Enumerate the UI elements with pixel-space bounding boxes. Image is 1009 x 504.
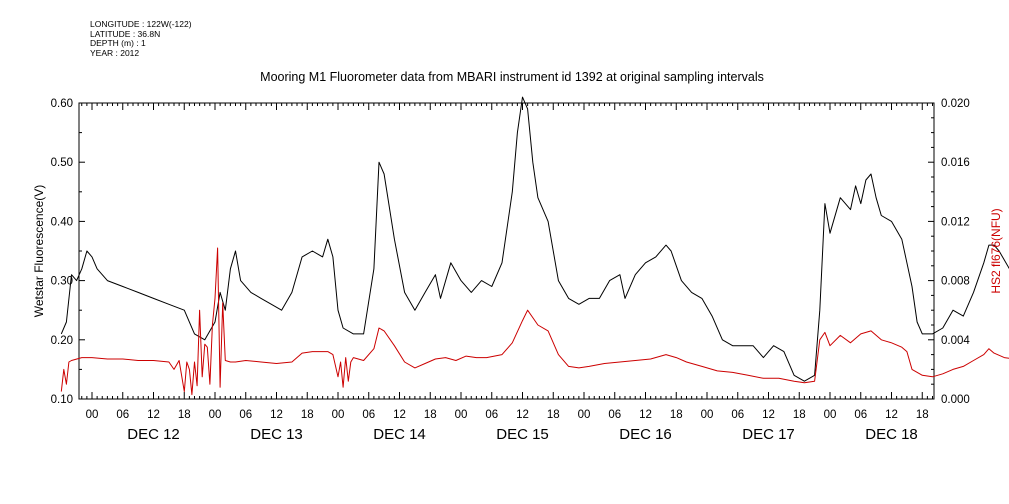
- hour-tick-label: 18: [670, 409, 683, 421]
- hour-tick-label: 06: [116, 409, 129, 421]
- left-tick-label: 0.30: [51, 276, 73, 288]
- right-tick-label: 0.004: [941, 335, 970, 347]
- day-label: DEC 15: [496, 426, 549, 443]
- hour-tick-label: 12: [270, 409, 283, 421]
- left-axis: 0.10 0.20 0.30 0.40 0.50 0.60: [51, 98, 85, 406]
- day-label: DEC 17: [742, 426, 795, 443]
- hour-tick-label: 18: [916, 409, 929, 421]
- hour-tick-label: 12: [516, 409, 529, 421]
- metadata-year: YEAR : 2012: [90, 47, 140, 58]
- plot-frame: [78, 102, 935, 400]
- hour-tick-label: 12: [393, 409, 406, 421]
- metadata-block: LONGITUDE : 122W(-122) LATITUDE : 36.8N …: [90, 19, 192, 58]
- y-axis-label-right: HS2 fl676(NFU): [989, 208, 1003, 293]
- metadata-latitude: LATITUDE : 36.8N: [90, 28, 161, 39]
- hour-tick-label: 18: [301, 409, 314, 421]
- hour-tick-label: 06: [731, 409, 744, 421]
- hour-tick-label: 00: [824, 409, 837, 421]
- metadata-depth: DEPTH (m) : 1: [90, 38, 146, 48]
- hour-tick-label: 18: [547, 409, 560, 421]
- right-tick-label: 0.000: [941, 394, 970, 406]
- plot-border: [78, 102, 935, 400]
- hour-tick-label: 06: [854, 409, 867, 421]
- chart-title: Mooring M1 Fluorometer data from MBARI i…: [260, 70, 764, 84]
- series-line-wetstar: [60, 96, 1009, 382]
- hour-tick-label: 06: [608, 409, 621, 421]
- left-tick-label: 0.60: [51, 98, 73, 110]
- right-axis: 0.000 0.004 0.008 0.012 0.016 0.020: [928, 98, 970, 406]
- hour-tick-label: 00: [701, 409, 714, 421]
- hour-tick-label: 06: [362, 409, 375, 421]
- hour-tick-label: 00: [209, 409, 222, 421]
- right-tick-label: 0.020: [941, 98, 970, 110]
- day-label: DEC 18: [865, 426, 918, 443]
- hour-tick-label: 06: [239, 409, 252, 421]
- hour-tick-label: 12: [762, 409, 775, 421]
- series-layer: [60, 96, 1009, 396]
- right-tick-label: 0.012: [941, 216, 970, 228]
- day-label: DEC 16: [619, 426, 672, 443]
- hour-tick-label: 06: [485, 409, 498, 421]
- metadata-longitude: LONGITUDE : 122W(-122): [90, 19, 192, 29]
- hour-tick-label: 00: [332, 409, 345, 421]
- left-tick-label: 0.50: [51, 157, 73, 169]
- hour-tick-label: 00: [86, 409, 99, 421]
- left-tick-label: 0.40: [51, 216, 73, 228]
- hour-tick-label: 18: [793, 409, 806, 421]
- y-axis-label-left: Wetstar Fluorescence(V): [32, 185, 46, 318]
- left-tick-label: 0.10: [51, 394, 73, 406]
- left-tick-label: 0.20: [51, 335, 73, 347]
- day-label: DEC 13: [250, 426, 303, 443]
- hour-tick-label: 18: [424, 409, 437, 421]
- day-label: DEC 14: [373, 426, 426, 443]
- right-tick-label: 0.008: [941, 276, 970, 288]
- x-axis: 00 06 12 18 00 06 12 18 00 06 12 18 00 06 12 18 00 06 12 18…: [81, 103, 933, 443]
- series-line-hs2: [60, 247, 1009, 396]
- hour-tick-label: 00: [578, 409, 591, 421]
- hour-tick-label: 12: [885, 409, 898, 421]
- day-label: DEC 12: [127, 426, 180, 443]
- hour-tick-label: 12: [639, 409, 652, 421]
- right-tick-label: 0.016: [941, 157, 970, 169]
- hour-tick-label: 18: [178, 409, 191, 421]
- hour-tick-label: 12: [147, 409, 160, 421]
- hour-tick-label: 00: [455, 409, 468, 421]
